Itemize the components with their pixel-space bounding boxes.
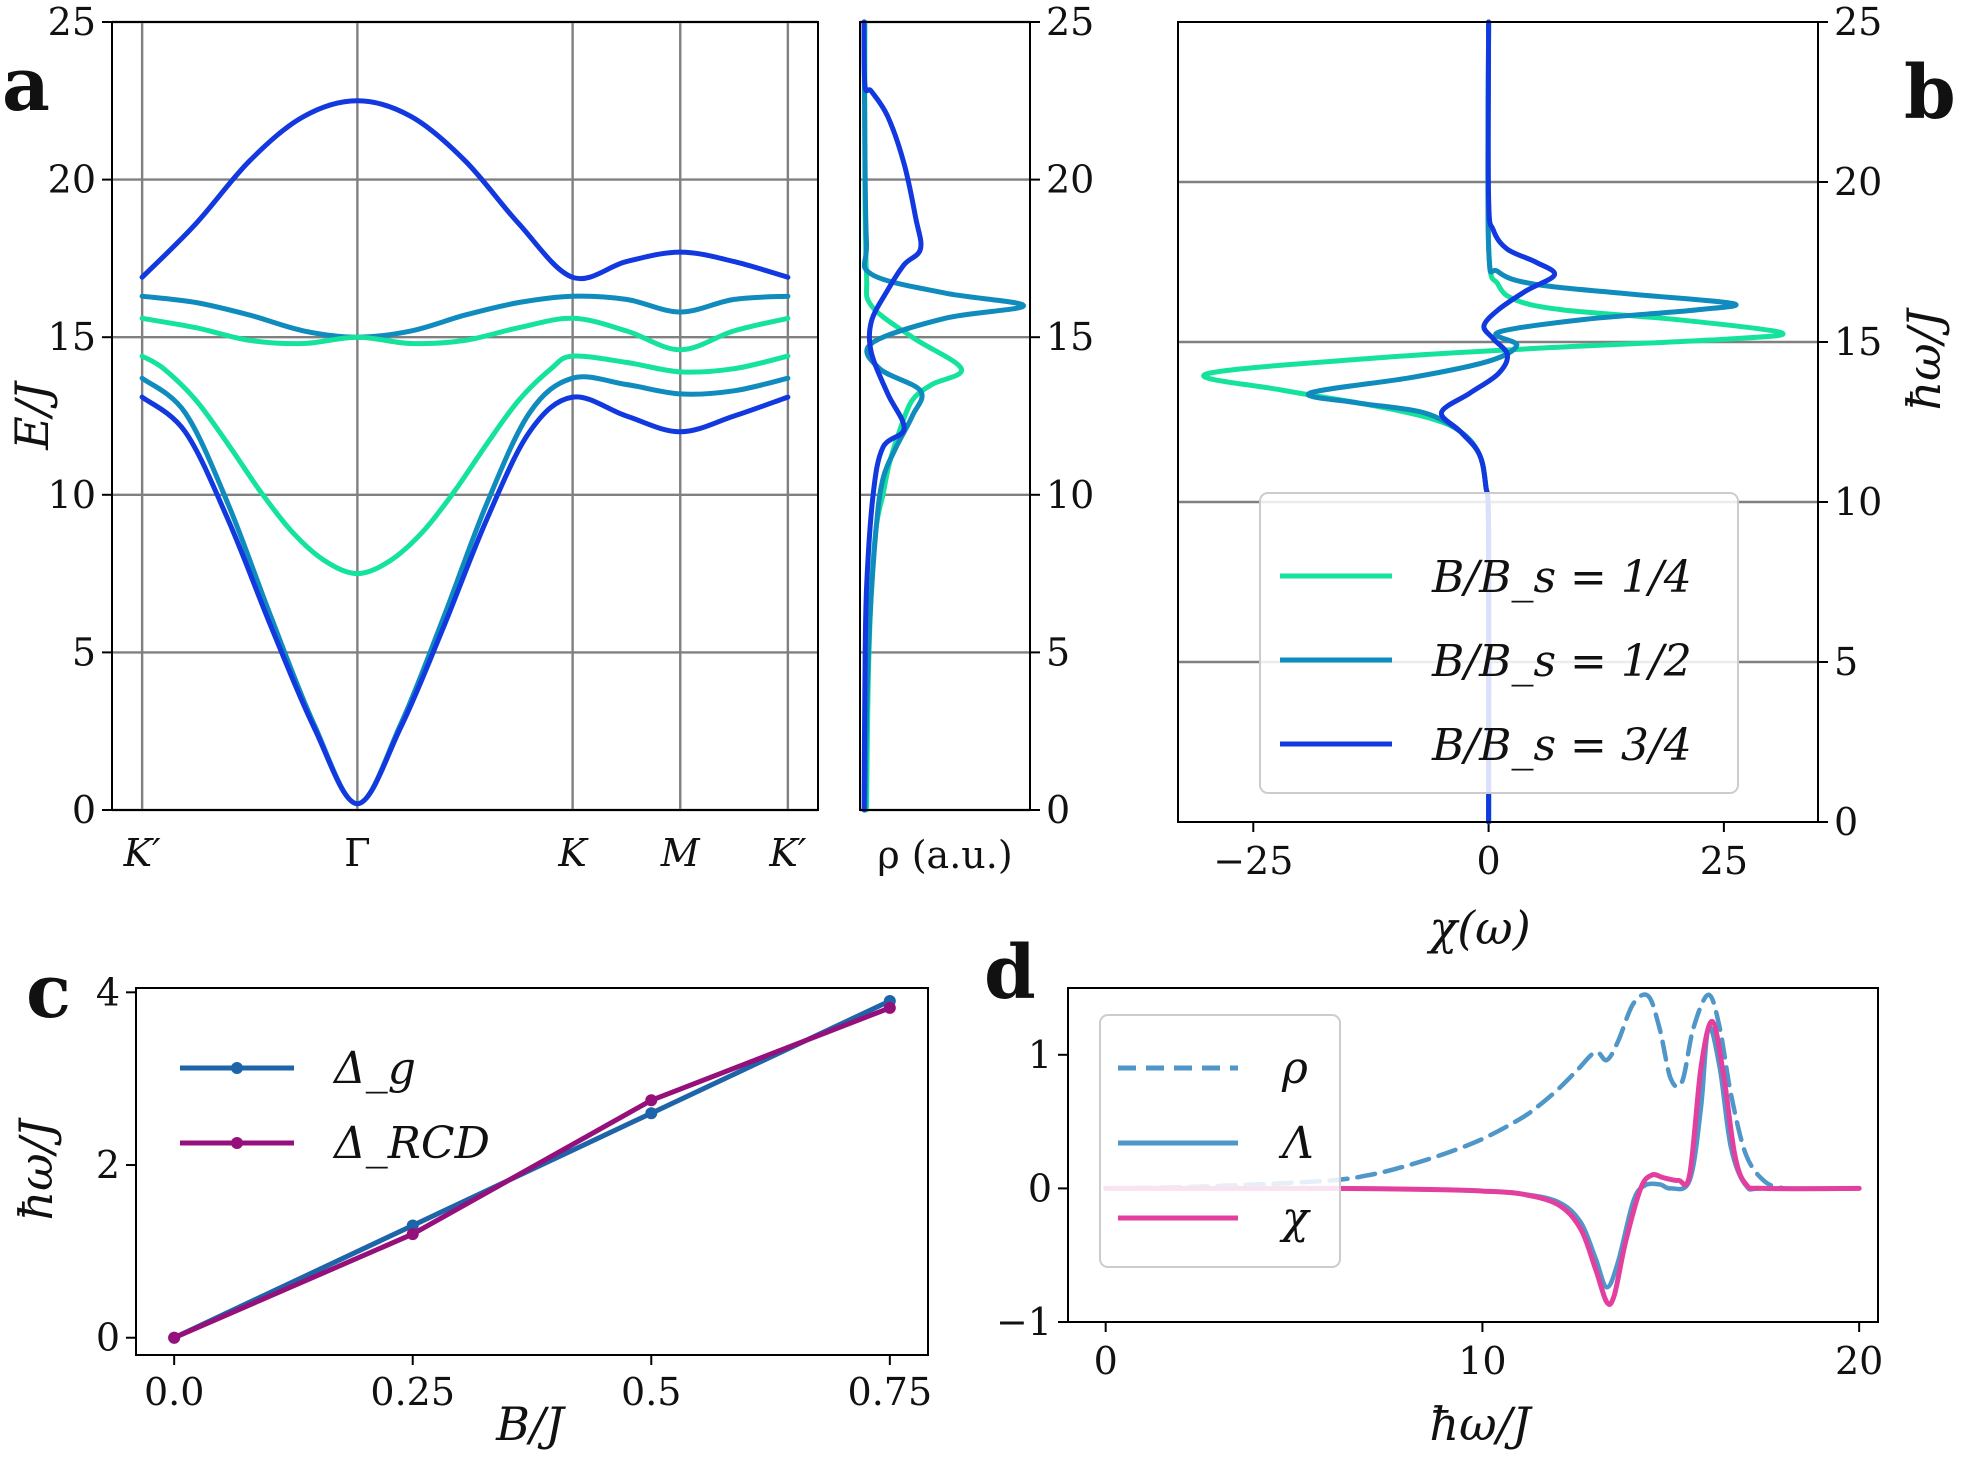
x-tick-label: M [660, 831, 701, 875]
y-tick-label: 10 [1046, 473, 1094, 517]
y-tick-label: 0 [1834, 800, 1858, 844]
x-tick-label: K′ [123, 831, 161, 875]
panel-d-spectra: 0 10 20 −1 0 1 ħω/J ρΛχ [996, 987, 1883, 1451]
x-tick-label: 0.25 [370, 1370, 455, 1414]
gap-line [171, 1005, 893, 1341]
y-axis-label: ħω/J [9, 1117, 63, 1221]
x-tick-label: −25 [1213, 839, 1293, 883]
gap-marker [406, 1228, 419, 1241]
legend-label: B/B_s = 1/2 [1431, 636, 1692, 687]
legend-marker [231, 1137, 243, 1149]
x-tick-label: 0 [1476, 839, 1500, 883]
x-tick-label: K [557, 831, 589, 875]
gap-marker [168, 1331, 181, 1344]
band-curve [139, 293, 791, 340]
panel-label-c: c [26, 949, 71, 1035]
y-tick-label: 20 [48, 158, 96, 202]
y-tick-label: 25 [48, 0, 96, 44]
panel-label-d: d [984, 930, 1036, 1016]
dos-curve [861, 19, 1026, 813]
y-tick-label: 0 [96, 1316, 120, 1360]
y-tick-label: 20 [1834, 160, 1882, 204]
plot-frame [1177, 21, 1819, 823]
x-tick-label: K′ [768, 831, 806, 875]
plot-frame [859, 21, 1031, 811]
x-tick-label: Γ [344, 831, 370, 875]
y-tick-label: 10 [1834, 480, 1882, 524]
x-tick-label: 0.0 [144, 1370, 204, 1414]
y-tick-label: −1 [996, 1300, 1052, 1344]
dos-curve [861, 19, 924, 813]
legend-label: χ [1279, 1193, 1311, 1244]
y-tick-label: 1 [1028, 1033, 1052, 1077]
legend-label: Δ_RCD [332, 1118, 490, 1169]
x-tick-label: 25 [1700, 839, 1748, 883]
gap-marker [883, 1001, 896, 1014]
legend-marker [231, 1062, 243, 1074]
x-axis-label: ħω/J [1429, 1397, 1533, 1451]
panel-a-band-structure: K′ Γ K M K′ 0 5 10 15 20 25 E/J [5, 0, 819, 875]
legend: B/B_s = 1/4 B/B_s = 1/2 B/B_s = 3/4 [1259, 492, 1739, 794]
y-tick-label: 20 [1046, 158, 1094, 202]
gap-marker [645, 1107, 658, 1120]
panel-a-density-of-states: 0 5 10 15 20 25 ρ (a.u.) [859, 0, 1094, 877]
y-tick-label: 4 [96, 970, 120, 1014]
y-axis-label: E/J [5, 380, 59, 451]
plot-frame [135, 987, 929, 1356]
y-tick-label: 25 [1046, 0, 1094, 44]
y-tick-label: 0 [1046, 788, 1070, 832]
y-axis-label: ħω/J [1897, 307, 1951, 411]
gap-marker [645, 1094, 658, 1107]
y-tick-label: 15 [1046, 315, 1094, 359]
x-tick-label: 0 [1094, 1339, 1118, 1383]
legend: Δ_g Δ_RCD [180, 1043, 490, 1169]
band-curve [139, 394, 791, 807]
band-curve [139, 374, 791, 807]
x-tick-label: 0.75 [848, 1370, 933, 1414]
spectrum-curve [1103, 1018, 1862, 1307]
legend-label: B/B_s = 3/4 [1431, 720, 1692, 771]
panel-label-a: a [2, 42, 50, 128]
y-tick-label: 10 [48, 473, 96, 517]
gap-marker [406, 1219, 419, 1232]
legend-label: ρ [1281, 1043, 1308, 1094]
x-axis-label: χ(ω) [1426, 901, 1530, 955]
band-curve [139, 315, 791, 353]
y-tick-label: 15 [1834, 320, 1882, 364]
x-axis-label: ρ (a.u.) [877, 833, 1012, 877]
spectrum-curve [1103, 992, 1787, 1191]
y-tick-label: 0 [1028, 1166, 1052, 1210]
y-tick-label: 5 [1834, 640, 1858, 684]
chi-curve [1438, 19, 1558, 825]
legend-label: Λ [1278, 1118, 1314, 1169]
legend-label: Δ_g [332, 1043, 416, 1094]
x-tick-label: 10 [1458, 1339, 1506, 1383]
legend: ρΛχ [1099, 1014, 1341, 1268]
panel-c-gap-vs-field: 0.0 0.25 0.5 0.75 0 2 4 B/J ħω/J Δ_g Δ_RCD [9, 970, 932, 1451]
x-axis-label: B/J [495, 1397, 566, 1451]
legend-box [1259, 492, 1739, 794]
x-tick-label: 20 [1835, 1339, 1883, 1383]
band-curve [139, 98, 791, 282]
y-tick-label: 2 [96, 1143, 120, 1187]
panel-label-b: b [1904, 50, 1956, 136]
plot-frame [1067, 987, 1879, 1323]
y-tick-label: 25 [1834, 0, 1882, 44]
y-tick-label: 5 [72, 630, 96, 674]
y-tick-label: 5 [1046, 630, 1070, 674]
band-curve [139, 353, 791, 577]
legend-label: B/B_s = 1/4 [1431, 552, 1692, 603]
y-tick-label: 0 [72, 788, 96, 832]
x-tick-label: 0.5 [621, 1370, 681, 1414]
y-tick-label: 15 [48, 315, 96, 359]
plot-frame [111, 21, 819, 811]
